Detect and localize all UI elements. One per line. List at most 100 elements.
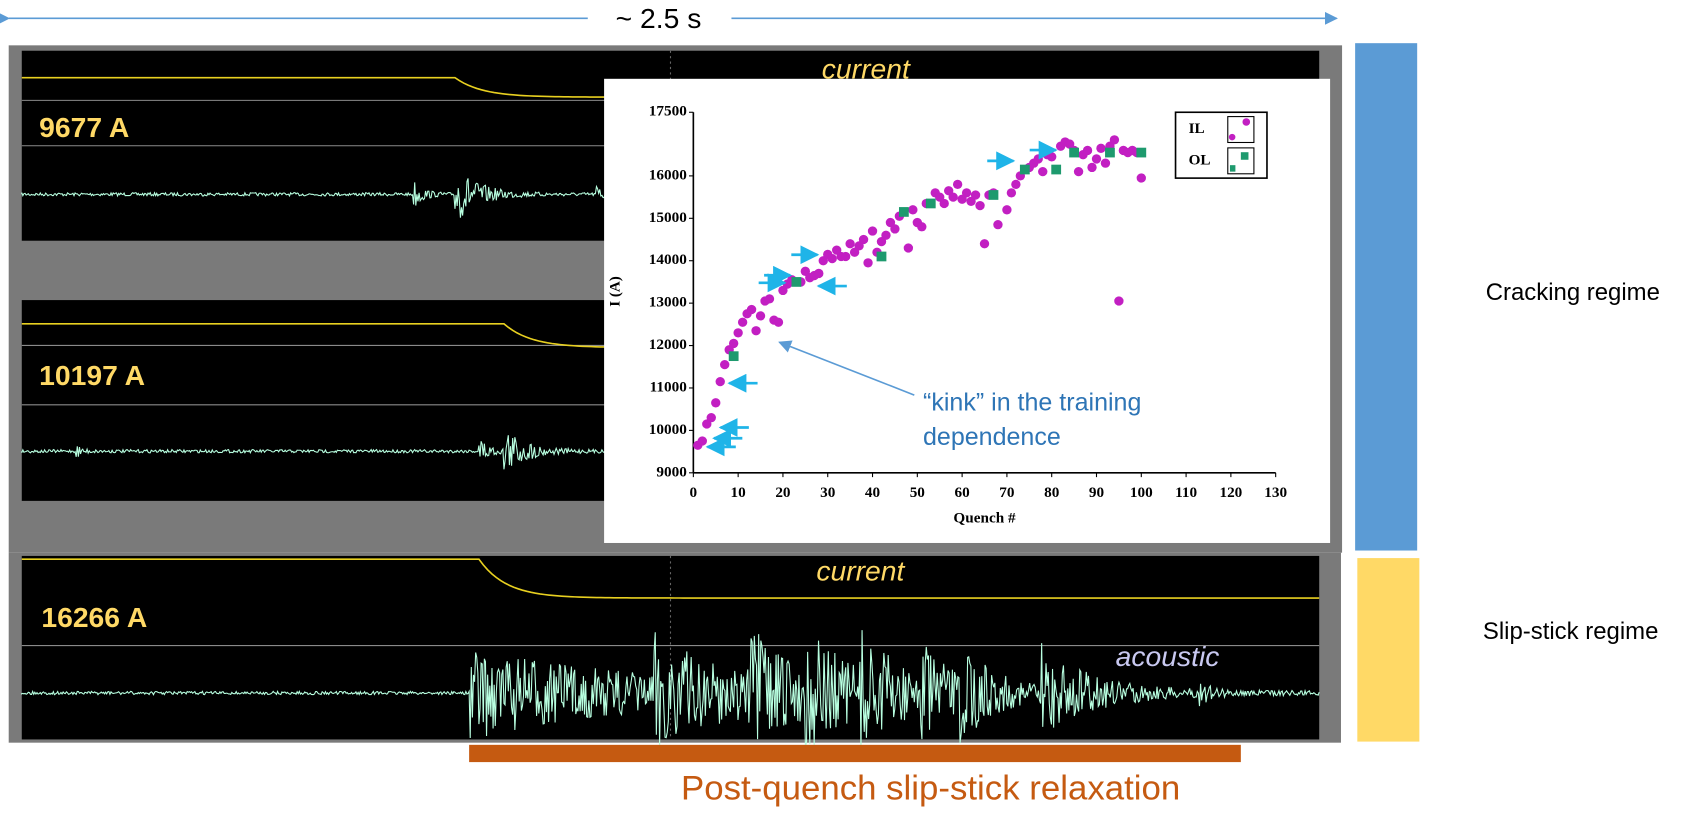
point	[707, 413, 716, 422]
point	[859, 235, 868, 244]
y-tick-label: 15000	[649, 209, 687, 226]
point	[1092, 154, 1101, 163]
x-tick-label: 90	[1089, 484, 1104, 501]
x-tick-label: 80	[1044, 484, 1059, 501]
point	[711, 398, 720, 407]
y-axis-label: I (A)	[607, 276, 624, 307]
x-tick-label: 10	[731, 484, 746, 501]
y-tick-label: 14000	[649, 251, 687, 268]
point	[868, 226, 877, 235]
trace-label: 10197 A	[39, 359, 145, 391]
legend-swatch	[1242, 118, 1250, 126]
x-tick-label: 60	[955, 484, 970, 501]
x-tick-label: 40	[865, 484, 880, 501]
point	[940, 199, 949, 208]
trace-label: 9677 A	[39, 111, 129, 143]
point	[1136, 148, 1146, 158]
y-tick-label: 13000	[649, 294, 687, 311]
legend-swatch	[1241, 152, 1249, 160]
x-tick-label: 20	[775, 484, 790, 501]
x-tick-label: 50	[910, 484, 925, 501]
point	[1011, 180, 1020, 189]
y-tick-label: 11000	[650, 378, 687, 395]
point	[1101, 159, 1110, 168]
point	[1047, 152, 1056, 161]
point	[814, 269, 823, 278]
point	[890, 224, 899, 233]
point	[720, 360, 729, 369]
point	[953, 180, 962, 189]
x-tick-label: 30	[820, 484, 835, 501]
point	[791, 277, 801, 287]
trace-label: 16266 A	[41, 601, 147, 633]
point	[1114, 296, 1123, 305]
point	[774, 318, 783, 327]
point	[733, 328, 742, 337]
y-tick-label: 16000	[649, 166, 687, 183]
point	[971, 190, 980, 199]
x-tick-label: 70	[999, 484, 1014, 501]
point	[1087, 163, 1096, 172]
point	[1051, 165, 1061, 175]
point	[765, 294, 774, 303]
duration-label: ~ 2.5 s	[616, 2, 702, 34]
point	[1074, 167, 1083, 176]
x-tick-label: 100	[1130, 484, 1153, 501]
current-label: current	[816, 555, 905, 587]
regime-bar	[1355, 43, 1417, 550]
legend-label: OL	[1189, 151, 1211, 168]
point	[1096, 144, 1105, 153]
point	[828, 254, 837, 263]
x-axis-label: Quench #	[953, 510, 1016, 527]
point	[716, 377, 725, 386]
annotation: “kink” in the training	[923, 388, 1141, 416]
point	[908, 205, 917, 214]
y-tick-label: 9000	[656, 463, 686, 480]
point	[729, 339, 738, 348]
point	[747, 305, 756, 314]
y-tick-label: 17500	[649, 103, 687, 120]
point	[993, 220, 1002, 229]
point	[899, 207, 909, 217]
point	[917, 222, 926, 231]
point	[1105, 148, 1115, 158]
x-tick-label: 130	[1264, 484, 1287, 501]
legend-swatch	[1230, 165, 1235, 171]
point	[1137, 173, 1146, 182]
relaxation-bar	[469, 745, 1241, 762]
regime-label: Cracking regime	[1486, 279, 1660, 306]
page: {"header": {"duration": "~ 2.5 s"}, "tra…	[0, 0, 1698, 815]
point	[756, 311, 765, 320]
legend-label: IL	[1189, 120, 1205, 137]
point	[845, 239, 854, 248]
point	[1083, 146, 1092, 155]
y-tick-label: 12000	[649, 336, 687, 353]
point	[948, 192, 957, 201]
x-tick-label: 120	[1219, 484, 1242, 501]
point	[1034, 154, 1043, 163]
point	[962, 188, 971, 197]
footer-label: Post-quench slip-stick relaxation	[681, 769, 1180, 807]
acoustic-label: acoustic	[1116, 640, 1220, 672]
point	[751, 326, 760, 335]
point	[877, 252, 887, 262]
point	[989, 190, 999, 200]
point	[1020, 165, 1030, 175]
annotation: dependence	[923, 423, 1061, 451]
y-tick-label: 10000	[649, 421, 687, 438]
point	[881, 231, 890, 240]
point	[698, 436, 707, 445]
regime-bar	[1357, 558, 1419, 742]
point	[980, 239, 989, 248]
point	[729, 351, 739, 361]
point	[926, 199, 936, 209]
point	[1002, 205, 1011, 214]
point	[738, 318, 747, 327]
point	[1007, 188, 1016, 197]
point	[863, 258, 872, 267]
point	[904, 243, 913, 252]
point	[1110, 135, 1119, 144]
point	[975, 201, 984, 210]
point	[1038, 167, 1047, 176]
point	[841, 252, 850, 261]
